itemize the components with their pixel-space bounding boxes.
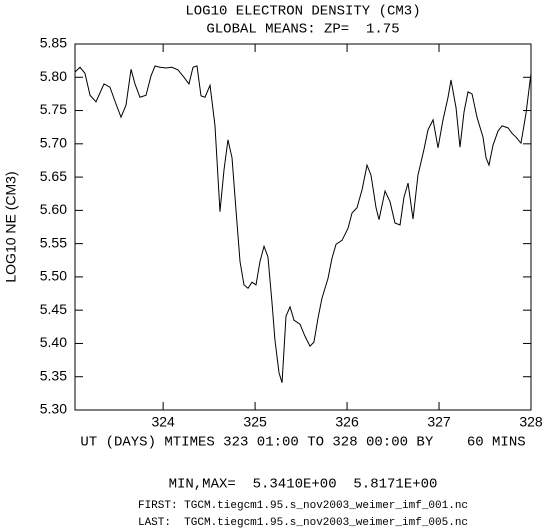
x-axis-label: UT (DAYS) MTIMES 323 01:00 TO 328 00:00 …	[80, 435, 525, 451]
y-tick-label: 5.65	[40, 168, 67, 184]
y-tick-label: 5.85	[40, 35, 67, 51]
first-file-note: FIRST: TGCM.tiegcm1.95.s_nov2003_weimer_…	[138, 500, 468, 512]
chart-title: LOG10 ELECTRON DENSITY (CM3)	[185, 4, 420, 20]
y-tick-label: 5.40	[40, 334, 67, 350]
x-tick-label: 326	[335, 414, 359, 430]
y-tick-label: 5.75	[40, 101, 67, 117]
y-tick-label: 5.45	[40, 301, 67, 317]
last-file-note: LAST: TGCM.tiegcm1.95.s_nov2003_weimer_i…	[138, 517, 468, 529]
min-max-note: MIN,MAX= 5.3410E+00 5.8171E+00	[169, 477, 438, 493]
x-tick-label: 325	[243, 414, 267, 430]
y-axis-label: LOG10 NE (CM3)	[3, 171, 19, 282]
x-tick-label: 328	[519, 414, 543, 430]
plot-frame	[74, 43, 532, 411]
y-tick-label: 5.60	[40, 201, 67, 217]
y-tick-label: 5.70	[40, 135, 67, 151]
y-tick-label: 5.30	[40, 401, 67, 417]
chart-subtitle: GLOBAL MEANS: ZP= 1.75	[206, 22, 399, 38]
y-tick-label: 5.55	[40, 234, 67, 250]
x-tick-label: 327	[427, 414, 451, 430]
x-tick-label: 324	[151, 414, 175, 430]
y-tick-label: 5.35	[40, 367, 67, 383]
y-tick-label: 5.80	[40, 68, 67, 84]
y-tick-label: 5.50	[40, 268, 67, 284]
data-line	[74, 65, 532, 383]
